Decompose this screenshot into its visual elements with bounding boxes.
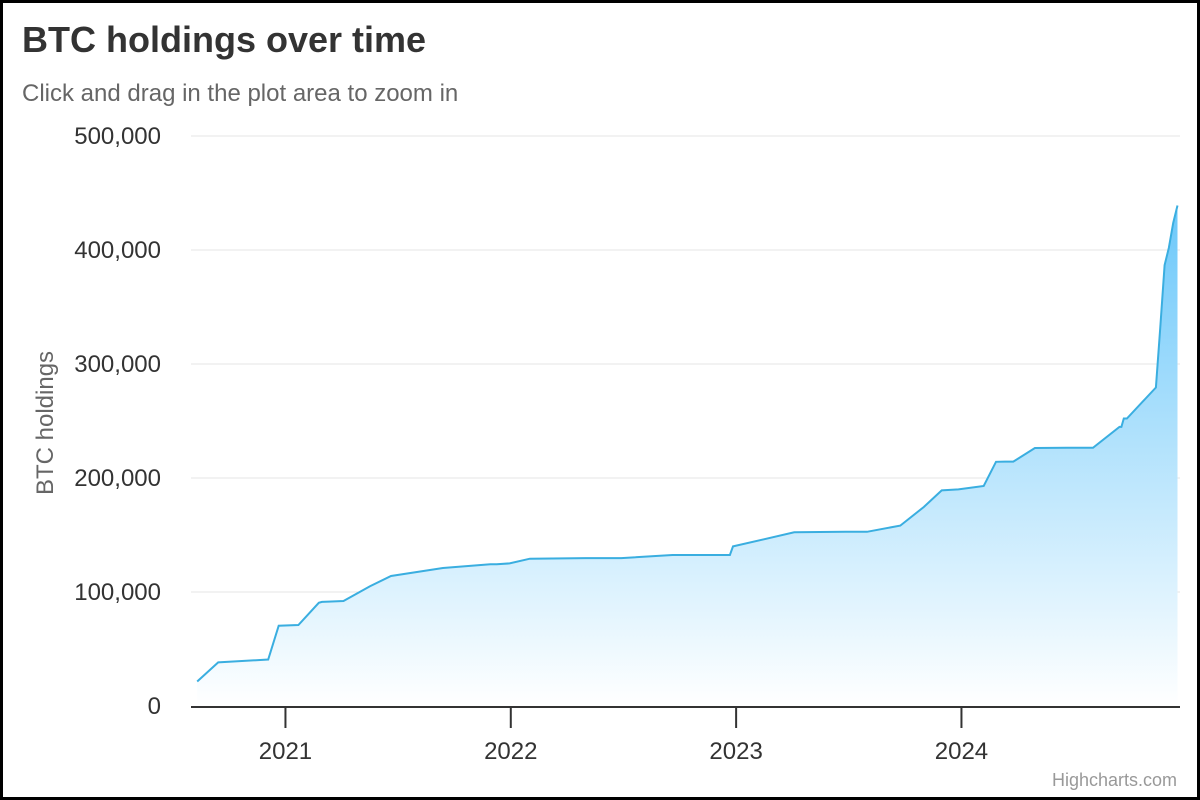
y-tick-label: 100,000	[74, 579, 161, 606]
data-point[interactable]	[615, 552, 627, 564]
data-point[interactable]	[1007, 456, 1019, 468]
y-axis-title: BTC holdings	[32, 351, 59, 495]
data-point[interactable]	[978, 480, 990, 492]
data-point[interactable]	[504, 557, 516, 569]
data-point[interactable]	[385, 570, 397, 582]
data-point[interactable]	[323, 596, 335, 608]
y-tick-label: 400,000	[74, 237, 161, 264]
data-point[interactable]	[861, 526, 873, 538]
data-point[interactable]	[292, 619, 304, 631]
data-point[interactable]	[212, 656, 224, 668]
data-point[interactable]	[1172, 200, 1184, 212]
data-point[interactable]	[1061, 442, 1073, 454]
data-point[interactable]	[788, 526, 800, 538]
x-axis-labels: 2021 2022 2023 2024	[259, 738, 988, 765]
data-point[interactable]	[1029, 442, 1041, 454]
x-tick-label: 2023	[709, 738, 762, 765]
data-point[interactable]	[338, 595, 350, 607]
data-point[interactable]	[364, 580, 376, 592]
data-point[interactable]	[918, 501, 930, 513]
plot-area[interactable]: 0 100,000 200,000 300,000 400,000 500,000 BTC…	[3, 3, 1197, 797]
data-point[interactable]	[262, 654, 274, 666]
x-tick-label: 2024	[935, 738, 988, 765]
data-point[interactable]	[936, 484, 948, 496]
data-point[interactable]	[1163, 242, 1175, 254]
data-point[interactable]	[1150, 382, 1162, 394]
series-line[interactable]	[196, 205, 1179, 683]
x-tick-label: 2021	[259, 738, 312, 765]
data-point[interactable]	[437, 562, 449, 574]
data-point[interactable]	[1121, 413, 1133, 425]
y-axis-labels: 0 100,000 200,000 300,000 400,000 500,000	[74, 123, 161, 720]
data-point[interactable]	[1159, 259, 1171, 271]
credits-link[interactable]: Highcharts.com	[1051, 770, 1177, 790]
y-tick-label: 500,000	[74, 123, 161, 150]
chart-subtitle: Click and drag in the plot area to zoom …	[22, 80, 459, 107]
series-area-fill	[197, 205, 1178, 706]
data-point[interactable]	[894, 520, 906, 532]
data-point[interactable]	[491, 558, 503, 570]
y-tick-label: 300,000	[74, 351, 161, 378]
data-point[interactable]	[1154, 322, 1166, 334]
data-point[interactable]	[1167, 217, 1179, 229]
data-point[interactable]	[273, 620, 285, 632]
data-point[interactable]	[191, 676, 203, 688]
data-point[interactable]	[524, 553, 536, 565]
data-point[interactable]	[839, 526, 851, 538]
y-tick-label: 200,000	[74, 465, 161, 492]
data-point[interactable]	[727, 540, 739, 552]
x-axis-ticks	[284, 707, 963, 728]
x-tick-label: 2022	[484, 738, 537, 765]
y-tick-label: 0	[148, 693, 161, 720]
data-point[interactable]	[952, 483, 964, 495]
data-point[interactable]	[1087, 442, 1099, 454]
data-point[interactable]	[580, 552, 592, 564]
chart-title: BTC holdings over time	[22, 19, 427, 60]
data-point[interactable]	[667, 549, 679, 561]
